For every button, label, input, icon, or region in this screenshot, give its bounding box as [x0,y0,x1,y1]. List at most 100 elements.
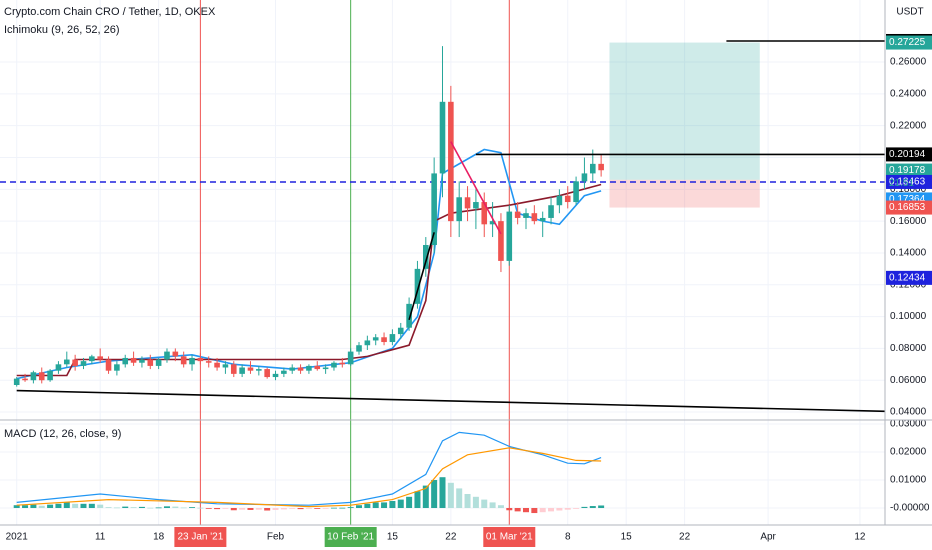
marker-label: 01 Mar '21 [486,532,533,543]
candle-body [514,211,521,218]
macd-bar [255,508,262,510]
candle-body [172,351,179,357]
candle-body [322,367,329,370]
marker-box [483,527,536,547]
macd-bar [347,507,354,509]
x-tick-label: 12 [854,532,866,543]
macd-bar [581,506,588,509]
macd-bar [113,507,120,509]
price-tag [886,270,932,285]
signal-line [16,447,602,508]
macd-bar [239,508,246,510]
y-tick-label: 0.01000 [890,475,927,486]
x-tick-label: 15 [621,532,633,543]
candle-body [573,181,579,203]
macd-bar [598,505,605,509]
macd-bar [63,502,70,509]
candle-body [389,334,396,343]
candle-body [473,202,479,209]
macd-bar [180,507,187,509]
macd-bar [147,507,154,509]
candle-body [581,173,588,182]
candle-body [556,195,563,206]
macd-bar [205,508,212,509]
y-tick-label: 0.24000 [890,89,927,100]
candle-body [30,372,37,381]
macd-bar [564,508,571,510]
candle-body [47,370,53,381]
trend-line [408,232,435,321]
y-tick-label: 0.02000 [890,447,927,458]
macd-bar [339,507,346,509]
candle-body [423,245,429,269]
macd-bar [573,508,580,509]
candle-body [489,221,496,225]
macd-bar [138,506,145,509]
candle-body [531,213,538,222]
macd-bar [22,505,29,509]
price-tag-label: 0.16853 [889,202,926,213]
x-tick-label: 15 [387,532,399,543]
macd-bar [30,504,37,509]
indicator-label: Ichimoku (9, 26, 52, 26) [4,24,120,36]
macd-bar [556,508,563,511]
macd-bar [514,508,521,512]
candle-body [247,367,254,371]
candle-body [180,356,187,365]
macd-bar [506,508,513,511]
candle-body [155,359,162,366]
trend-line [16,389,886,413]
candle-body [256,369,262,371]
x-tick-label: 11 [95,532,106,543]
price-tag-label: 0.17364 [889,194,926,205]
macd-bar [272,508,279,510]
candle-body [448,101,454,222]
candle-body [306,365,312,371]
macd-bar [522,508,529,513]
macd-bar [47,504,54,509]
candle-body [539,217,546,222]
macd-bar [97,504,104,509]
candle-body [331,362,337,368]
candle-body [506,211,513,261]
macd-bar [122,506,129,509]
chart-title: Crypto.com Chain CRO / Tether, 1D, OKEX [4,6,216,18]
currency: USDT [896,7,923,18]
candle-body [372,337,379,341]
macd-bar [531,508,538,514]
candle-body [139,359,145,363]
grid [0,0,885,525]
macd-bar [314,508,321,509]
marker-box [174,527,227,547]
candle-body [239,367,245,374]
macd-bar [289,508,296,509]
macd-bar [222,508,229,509]
candle-body [281,370,287,374]
candle-body [230,364,237,374]
macd-bar [489,502,496,509]
candle-body [381,337,387,343]
macd-bar [330,507,337,509]
macd-bar [456,488,463,509]
candle-body [197,357,204,362]
candle-body [22,378,28,381]
macd-bar [55,503,62,509]
macd-bar [130,507,137,509]
price-tag-label: 0.18463 [889,177,926,188]
macd-bar [214,508,221,510]
y-tick-label: 0.10000 [890,311,927,322]
price-tag [886,174,932,189]
countdown: 21:51 [889,178,914,189]
price-tag-label: 0.20194 [889,149,926,160]
macd-bar [88,503,95,509]
macd-bar [247,508,254,510]
candle-body [97,356,103,360]
marker-box [324,527,377,547]
candle-body [589,163,596,174]
candle-body [214,362,220,368]
price-tag [886,163,932,178]
macd-bar [280,508,287,510]
candle-body [564,195,571,203]
loss-zone [609,179,760,208]
